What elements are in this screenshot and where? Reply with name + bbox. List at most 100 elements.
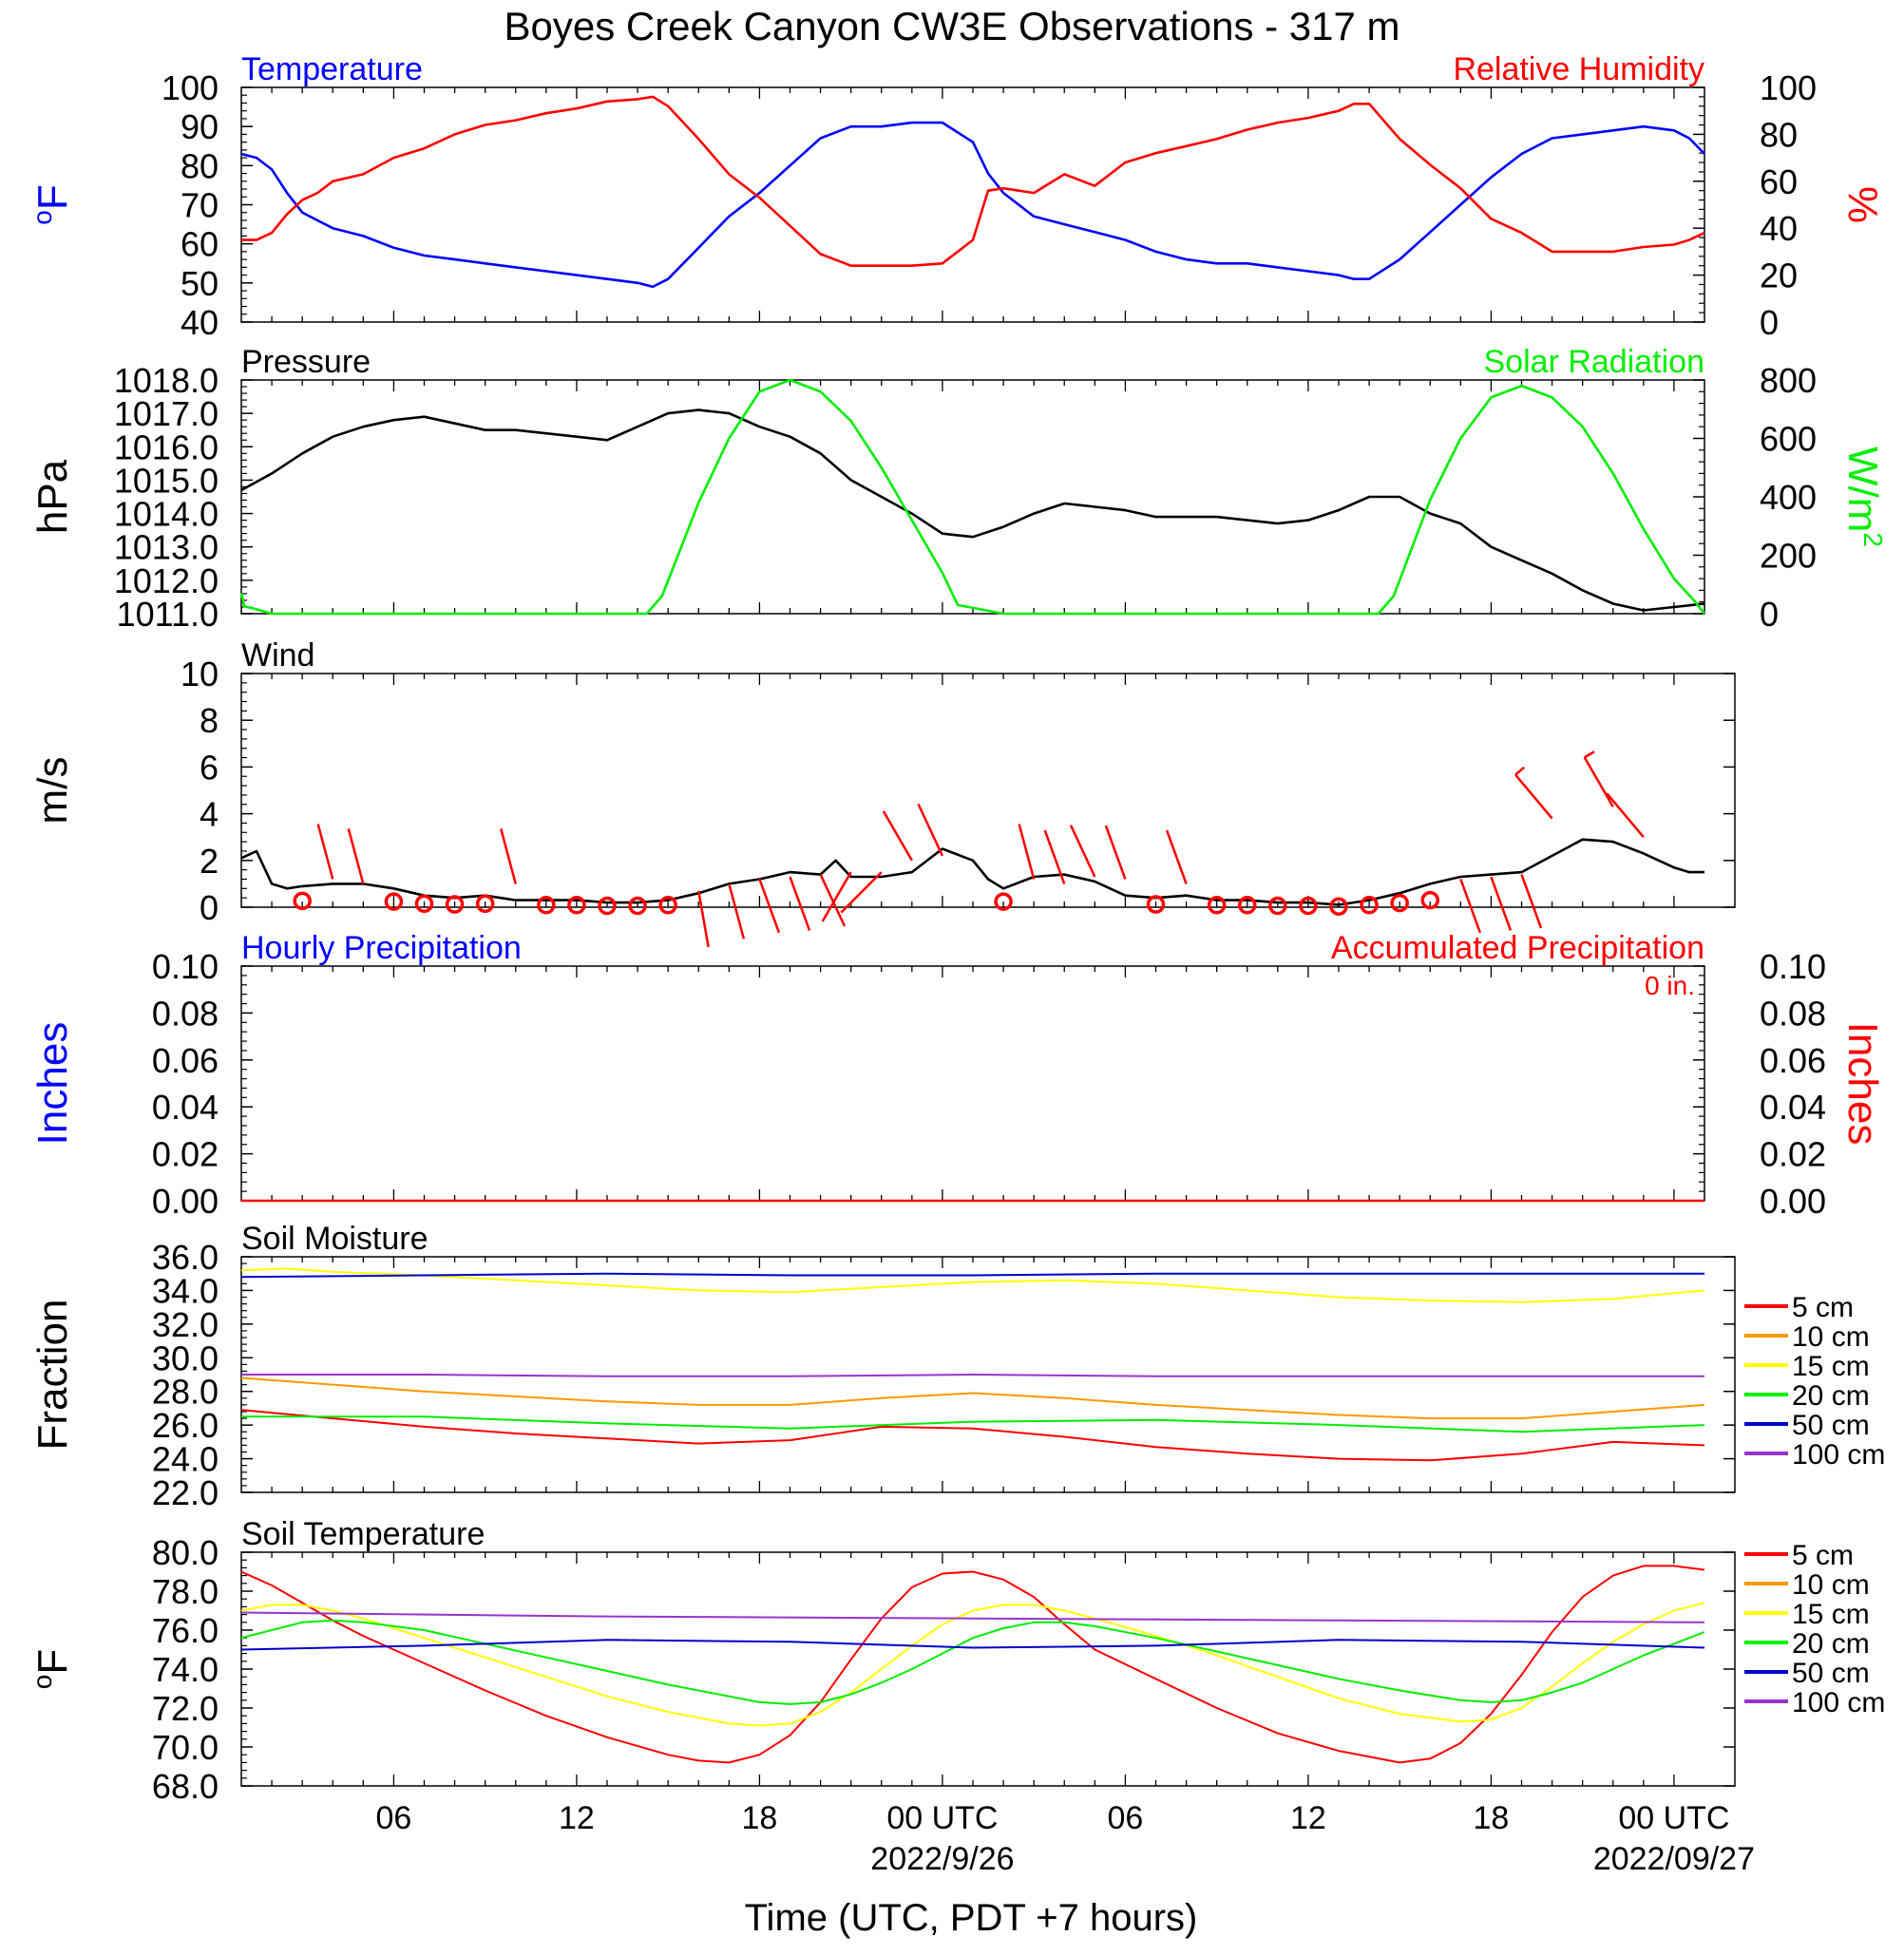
y-left-tick-label: 28.0	[152, 1373, 219, 1412]
panel-title-left: Pressure	[241, 344, 371, 380]
wind-barb	[316, 824, 334, 880]
panel-soil_moisture: 22.024.026.028.030.032.034.036.0 Soil Moi…	[29, 1221, 1885, 1512]
wind-calm-marker	[1207, 896, 1227, 915]
wind-calm-marker	[628, 896, 647, 916]
wind-barb	[821, 871, 852, 922]
y-right-tick-label: 0	[1760, 303, 1779, 342]
wind-barb	[1490, 876, 1513, 931]
wind-calm-marker	[1299, 896, 1318, 916]
x-tick-date: 2022/9/26	[870, 1841, 1014, 1877]
y-left-tick-label: 50	[181, 264, 219, 303]
wind-calm-marker	[598, 896, 617, 916]
series-line-100-cm	[240, 1611, 1705, 1623]
y-right-tick-label: 0.04	[1760, 1088, 1826, 1127]
y-left-tick-label: 6	[200, 748, 219, 787]
x-tick-date: 2022/09/27	[1593, 1841, 1755, 1877]
y-right-tick-label: 0.02	[1760, 1135, 1826, 1174]
series-line-100-cm	[241, 1374, 1704, 1377]
y-right-tick-label: 0.00	[1760, 1182, 1826, 1221]
legend-label: 10 cm	[1792, 1569, 1870, 1601]
legend-label: 5 cm	[1792, 1540, 1854, 1571]
wind-calm-marker	[994, 892, 1013, 911]
series-line-50-cm	[240, 1639, 1705, 1651]
x-tick-label: 12	[1290, 1800, 1326, 1836]
y-left-tick-label: 68.0	[152, 1767, 219, 1806]
y-left-tick-label: 100	[162, 68, 219, 107]
y-left-tick-label: 60	[181, 225, 219, 264]
x-tick-label: 18	[742, 1800, 778, 1836]
wind-calm-marker	[475, 894, 495, 914]
figure-title: Boyes Creek Canyon CW3E Observations - 3…	[504, 4, 1399, 48]
legend-label: 100 cm	[1792, 1687, 1885, 1718]
y-right-tick-label: 0	[1760, 595, 1779, 634]
wind-barb	[1018, 824, 1036, 880]
y-left-tick-label: 1018.0	[114, 361, 219, 400]
y-left-tick-label: 10	[181, 655, 219, 693]
y-left-tick-label: 1012.0	[114, 561, 219, 600]
wind-calm-marker	[414, 894, 434, 914]
panel-title-left: Temperature	[241, 51, 423, 87]
y-left-tick-label: 78.0	[152, 1572, 219, 1611]
wind-barb	[347, 828, 365, 884]
wind-barb	[500, 828, 517, 884]
series-line-solar-radiation	[239, 378, 1706, 616]
y-axis-label-left: hPa	[29, 459, 76, 534]
wind-barb	[1514, 773, 1553, 820]
y-right-tick-label: 100	[1760, 68, 1817, 107]
y-right-tick-label: 40	[1760, 209, 1798, 248]
panel-title-left: Wind	[241, 637, 314, 674]
panel-title-left: Hourly Precipitation	[241, 930, 522, 966]
x-tick-label: 06	[376, 1800, 412, 1836]
panel-annotation: 0 in.	[1645, 971, 1695, 1000]
y-left-tick-label: 1015.0	[114, 461, 219, 500]
legend-label: 100 cm	[1792, 1439, 1885, 1471]
y-left-tick-label: 1017.0	[114, 394, 219, 433]
y-left-tick-label: 24.0	[152, 1440, 219, 1479]
series-line-15-cm	[240, 1602, 1705, 1727]
series-line-temperature	[240, 121, 1705, 289]
y-left-tick-label: 70.0	[152, 1728, 219, 1767]
legend-label: 15 cm	[1792, 1599, 1870, 1630]
series-line-relative-humidity	[241, 95, 1705, 268]
y-left-tick-label: 34.0	[152, 1271, 219, 1310]
series-line-pressure	[240, 408, 1705, 612]
wind-calm-marker	[1329, 897, 1348, 917]
wind-barb-flag	[1584, 750, 1595, 759]
wind-calm-marker	[1268, 896, 1287, 916]
wind-barb	[819, 874, 847, 927]
wind-barb	[917, 803, 944, 857]
x-axis-label: Time (UTC, PDT +7 hours)	[745, 1897, 1198, 1939]
y-left-tick-label: 2	[200, 842, 219, 881]
wind-calm-marker	[1360, 896, 1379, 915]
legend-label: 10 cm	[1792, 1321, 1870, 1353]
wind-barb	[1583, 756, 1614, 807]
y-left-tick-label: 30.0	[152, 1338, 219, 1377]
panel-title-left: Soil Moisture	[241, 1221, 428, 1257]
y-left-tick-label: 80	[181, 146, 219, 185]
panel-title-right: Solar Radiation	[1484, 344, 1704, 380]
x-axis: 06 12 18 00 UTC 2022/9/26 06 12 18 00 UTC 2022/09…	[376, 1800, 1755, 1877]
x-tick-label: 00 UTC	[1618, 1800, 1729, 1836]
y-left-tick-label: 1013.0	[114, 528, 219, 567]
wind-barb	[882, 810, 913, 862]
y-left-tick-label: 70	[181, 186, 219, 225]
wind-calm-marker	[1420, 890, 1439, 910]
y-left-tick-label: 32.0	[152, 1305, 219, 1344]
panel-pressure_solar: 1011.01012.01013.01014.01015.01016.01017…	[29, 344, 1888, 634]
wind-barb	[1606, 792, 1645, 839]
x-tick-label: 00 UTC	[886, 1800, 998, 1836]
x-tick-label: 18	[1474, 1800, 1510, 1836]
y-left-tick-label: 0.00	[152, 1182, 219, 1221]
wind-calm-marker	[537, 896, 556, 915]
y-axis-label-left: oF	[28, 184, 76, 224]
y-left-tick-label: 26.0	[152, 1406, 219, 1445]
y-left-tick-label: 0	[200, 888, 219, 927]
wind-calm-marker	[384, 892, 404, 911]
legend-label: 5 cm	[1792, 1292, 1854, 1323]
x-tick-label: 12	[559, 1800, 595, 1836]
